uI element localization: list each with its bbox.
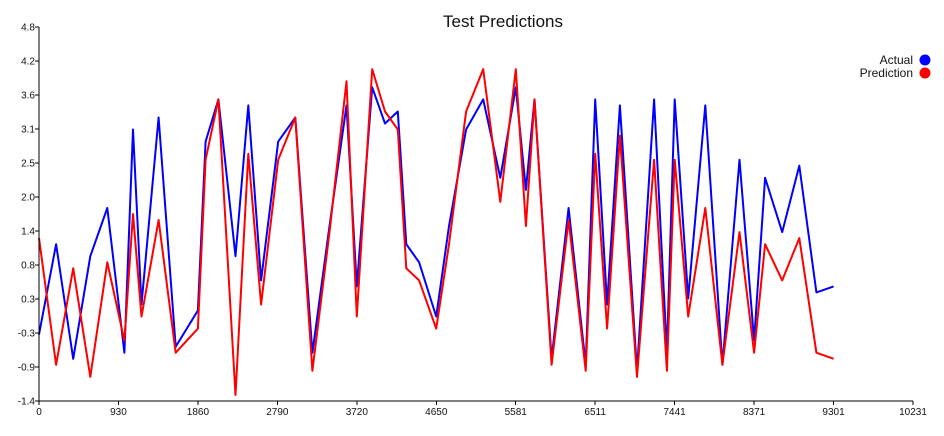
chart-title: Test Predictions [443, 12, 563, 31]
x-tick-label: 9301 [822, 407, 845, 418]
x-tick-label: 6511 [584, 407, 606, 418]
y-tick-label: 2.5 [21, 159, 35, 170]
x-tick-label: 930 [110, 407, 127, 418]
x-tick-label: 1860 [187, 407, 210, 418]
x-tick-label: 0 [36, 407, 42, 418]
y-tick-label: 0.8 [21, 261, 35, 272]
x-tick-label: 4650 [425, 407, 448, 418]
y-tick-label: 4.2 [21, 57, 35, 68]
y-tick-label: 1.4 [21, 227, 35, 238]
series-layer [38, 68, 834, 396]
y-tick-label: 2.0 [21, 193, 35, 204]
legend-label-actual: Actual [880, 53, 913, 67]
x-tick-label: 2790 [266, 407, 289, 418]
legend-marker-prediction [919, 67, 931, 79]
axes-layer: -1.4 -0.9 -0.3 0.3 0.8 1.4 2.0 2.5 3.1 3.6 4.2 4.8 0… [18, 23, 928, 419]
y-tick-label: 0.3 [21, 295, 35, 306]
y-tick-label: 3.6 [21, 91, 35, 102]
x-tick-label: 10231 [899, 407, 927, 418]
legend-marker-actual [919, 54, 931, 66]
y-tick-label: 4.8 [21, 23, 35, 34]
legend-label-prediction: Prediction [860, 66, 913, 80]
y-tick-label: -0.3 [18, 329, 36, 340]
x-tick-label: 7441 [664, 407, 687, 418]
series-line-prediction [38, 68, 834, 396]
x-tick-label: 8371 [743, 407, 766, 418]
y-tick-label: -1.4 [18, 397, 36, 408]
y-tick-label: -0.9 [18, 363, 36, 374]
x-tick-label: 3720 [346, 407, 369, 418]
y-tick-label: 3.1 [21, 125, 35, 136]
x-tick-label: 5581 [505, 407, 528, 418]
